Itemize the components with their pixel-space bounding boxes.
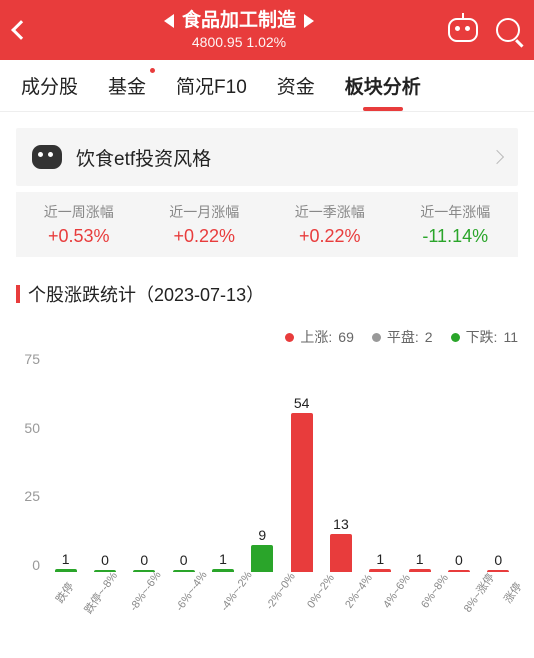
- x-tick: -8%~-6%: [118, 572, 164, 620]
- y-tick: 75: [24, 351, 40, 367]
- x-tick: 6%~8%: [411, 572, 449, 620]
- search-icon[interactable]: [496, 18, 520, 42]
- stat-item[interactable]: 近一周涨幅 +0.53%: [16, 202, 142, 247]
- bar-value-label: 54: [294, 395, 310, 411]
- sector-name: 食品加工制造: [182, 9, 296, 34]
- stat-value: +0.53%: [16, 226, 142, 247]
- bar-col[interactable]: 0: [439, 351, 478, 572]
- bar-value-label: 0: [140, 552, 148, 568]
- assistant-icon[interactable]: [448, 18, 478, 42]
- x-tick: 2%~4%: [335, 572, 373, 620]
- x-tick: 跌停~-8%: [70, 572, 118, 620]
- tab-bar: 成分股基金简况F10资金板块分析: [0, 60, 534, 112]
- x-tick: 0%~2%: [297, 572, 335, 620]
- tab-基金[interactable]: 基金: [93, 60, 161, 111]
- y-tick: 50: [24, 420, 40, 436]
- bar-col[interactable]: 13: [321, 351, 360, 572]
- y-axis: 75 50 25 0: [16, 351, 46, 621]
- banner-text: 饮食etf投资风格: [76, 144, 211, 171]
- y-tick: 25: [24, 488, 40, 504]
- chevron-left-icon: [11, 20, 31, 40]
- section-title: 个股涨跌统计（2023-07-13）: [16, 281, 518, 307]
- legend-flat: 平盘: 2: [372, 327, 433, 347]
- tab-简况F10[interactable]: 简况F10: [161, 60, 262, 111]
- legend-down: 下跌: 11: [451, 327, 518, 347]
- bar-col[interactable]: 0: [164, 351, 203, 572]
- etf-style-banner[interactable]: 饮食etf投资风格: [16, 128, 518, 186]
- bar: [251, 545, 273, 572]
- prev-sector-icon[interactable]: [164, 14, 174, 28]
- stat-item[interactable]: 近一年涨幅 -11.14%: [393, 202, 519, 247]
- next-sector-icon[interactable]: [304, 14, 314, 28]
- bar-value-label: 1: [219, 551, 227, 567]
- back-button[interactable]: [14, 23, 46, 37]
- robot-icon: [32, 145, 62, 169]
- title-accent-bar: [16, 285, 20, 303]
- stat-label: 近一月涨幅: [142, 202, 268, 222]
- bar-value-label: 0: [101, 552, 109, 568]
- bar-col[interactable]: 0: [479, 351, 518, 572]
- bar-value-label: 0: [180, 552, 188, 568]
- stat-item[interactable]: 近一季涨幅 +0.22%: [267, 202, 393, 247]
- x-tick: -4%~-2%: [209, 572, 255, 620]
- stat-label: 近一季涨幅: [267, 202, 393, 222]
- stat-label: 近一年涨幅: [393, 202, 519, 222]
- stat-value: +0.22%: [267, 226, 393, 247]
- legend-up: 上涨: 69: [285, 327, 353, 347]
- bar-value-label: 1: [376, 551, 384, 567]
- bar-col[interactable]: 9: [243, 351, 282, 572]
- tab-板块分析[interactable]: 板块分析: [330, 60, 436, 111]
- bar: [291, 413, 313, 572]
- bar-value-label: 1: [62, 551, 70, 567]
- bar-value-label: 1: [416, 551, 424, 567]
- bar-col[interactable]: 1: [361, 351, 400, 572]
- stat-label: 近一周涨幅: [16, 202, 142, 222]
- bar-value-label: 13: [333, 516, 349, 532]
- x-tick: 跌停: [46, 572, 70, 620]
- chart-legend: 上涨: 69 平盘: 2 下跌: 11: [16, 327, 518, 347]
- stat-value: -11.14%: [393, 226, 519, 247]
- sector-price-change: 4800.95 1.02%: [192, 33, 286, 51]
- bar-col[interactable]: 0: [85, 351, 124, 572]
- bar-value-label: 0: [455, 552, 463, 568]
- stat-item[interactable]: 近一月涨幅 +0.22%: [142, 202, 268, 247]
- distribution-chart: 75 50 25 0 1 0 0 0 1 9 54 13 1 1 0 0 跌停跌停~-8%-8%~-6%-6…: [16, 351, 518, 621]
- y-tick: 0: [32, 557, 40, 573]
- x-tick: 4%~6%: [373, 572, 411, 620]
- tab-资金[interactable]: 资金: [262, 60, 330, 111]
- x-tick: -2%~0%: [255, 572, 297, 620]
- period-stats: 近一周涨幅+0.53%近一月涨幅+0.22%近一季涨幅+0.22%近一年涨幅-1…: [16, 192, 518, 257]
- app-header: 食品加工制造 4800.95 1.02%: [0, 0, 534, 60]
- chart-bars: 1 0 0 0 1 9 54 13 1 1 0 0: [46, 351, 518, 572]
- bar-col[interactable]: 1: [400, 351, 439, 572]
- x-tick: 8%~涨停: [450, 572, 494, 620]
- chevron-right-icon: [490, 150, 504, 164]
- stat-value: +0.22%: [142, 226, 268, 247]
- bar-col[interactable]: 0: [125, 351, 164, 572]
- bar-value-label: 0: [494, 552, 502, 568]
- bar-col[interactable]: 1: [203, 351, 242, 572]
- x-tick: -6%~-4%: [164, 572, 210, 620]
- x-axis: 跌停跌停~-8%-8%~-6%-6%~-4%-4%~-2%-2%~0%0%~2%…: [46, 572, 518, 620]
- bar-col[interactable]: 1: [46, 351, 85, 572]
- bar-value-label: 9: [258, 527, 266, 543]
- bar-col[interactable]: 54: [282, 351, 321, 572]
- tab-成分股[interactable]: 成分股: [6, 60, 93, 111]
- notification-dot: [150, 68, 155, 73]
- bar: [330, 534, 352, 572]
- header-title-block[interactable]: 食品加工制造 4800.95 1.02%: [46, 9, 432, 52]
